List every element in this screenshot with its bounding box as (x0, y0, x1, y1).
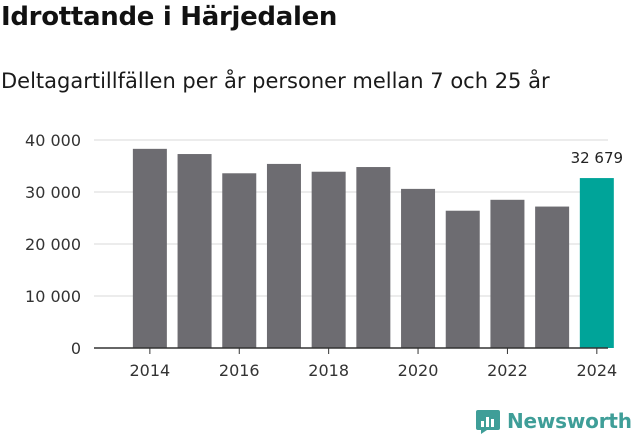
bar (266, 163, 301, 348)
x-tick-label: 2018 (308, 361, 349, 380)
bars (132, 148, 614, 348)
x-axis-ticks (149, 348, 598, 354)
bar (401, 188, 436, 348)
y-tick-label: 30 000 (25, 183, 81, 202)
y-tick-label: 10 000 (25, 287, 81, 306)
bar (490, 199, 525, 348)
x-tick-label: 2024 (576, 361, 617, 380)
chart-title: Idrottande i Härjedalen (1, 2, 338, 32)
bar-highlight (579, 178, 614, 348)
brand-name: Newsworthy (507, 409, 631, 433)
data-labels: 32 679 (571, 149, 624, 167)
y-tick-label: 40 000 (25, 131, 81, 150)
bar (311, 171, 346, 348)
bar (222, 173, 257, 348)
chart-subtitle: Deltagartillfällen per år personer mella… (1, 69, 550, 93)
y-tick-label: 20 000 (25, 235, 81, 254)
newsworthy-logo-icon (476, 410, 500, 434)
grid-lines (94, 139, 608, 297)
x-tick-label: 2014 (130, 361, 171, 380)
bar (445, 210, 480, 348)
x-tick-label: 2022 (487, 361, 528, 380)
y-axis-tick-labels: 0 10 000 20 000 30 000 40 000 (25, 131, 81, 358)
bar (177, 154, 212, 348)
x-tick-label: 2016 (219, 361, 260, 380)
bar (132, 148, 167, 348)
y-tick-label: 0 (71, 339, 81, 358)
bar (356, 167, 391, 348)
data-label: 32 679 (571, 149, 624, 167)
x-axis-tick-labels: 2014 2016 2018 2020 2022 2024 (130, 361, 618, 380)
newsworthy-logo: Newsworthy (475, 406, 631, 436)
x-tick-label: 2020 (398, 361, 439, 380)
bar (535, 206, 570, 348)
